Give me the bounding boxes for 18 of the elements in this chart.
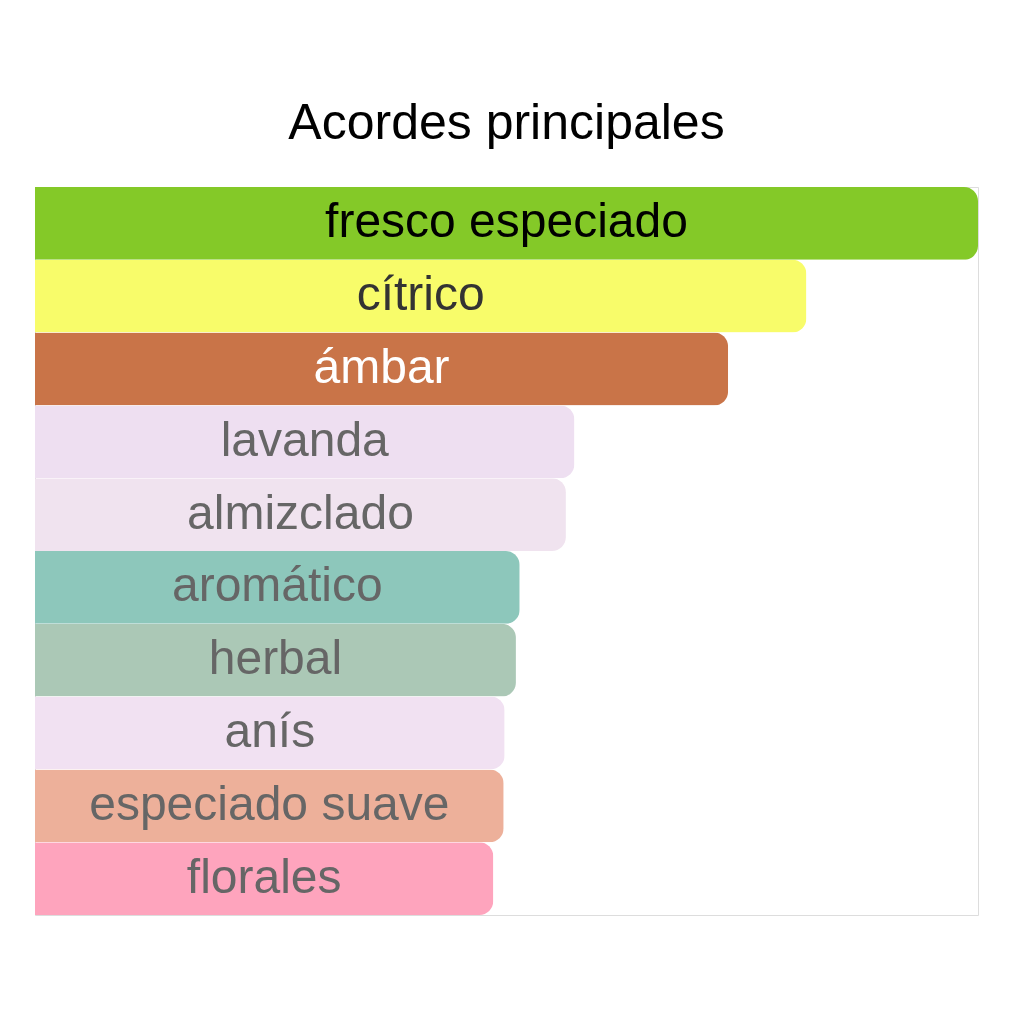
y-tick-label: fresco especiado xyxy=(325,194,688,248)
bar xyxy=(35,332,729,406)
y-tick-label: almizclado xyxy=(187,485,414,539)
bar xyxy=(35,842,494,915)
y-tick-label: lavanda xyxy=(220,412,390,466)
y-tick-label: florales xyxy=(186,849,342,903)
y-tick-label: aromático xyxy=(171,558,383,612)
bar xyxy=(35,187,978,260)
y-tick-label: especiado suave xyxy=(89,776,450,830)
bar xyxy=(35,696,505,770)
y-tick-label: anís xyxy=(224,704,316,757)
y-tick-label: cítrico xyxy=(356,267,485,321)
bar xyxy=(35,551,520,624)
y-tick-label: herbal xyxy=(208,631,343,685)
bar xyxy=(35,623,516,697)
y-tick-label: ámbar xyxy=(313,340,450,393)
bar xyxy=(35,259,807,333)
chart-title: Acordes principales xyxy=(288,94,725,150)
